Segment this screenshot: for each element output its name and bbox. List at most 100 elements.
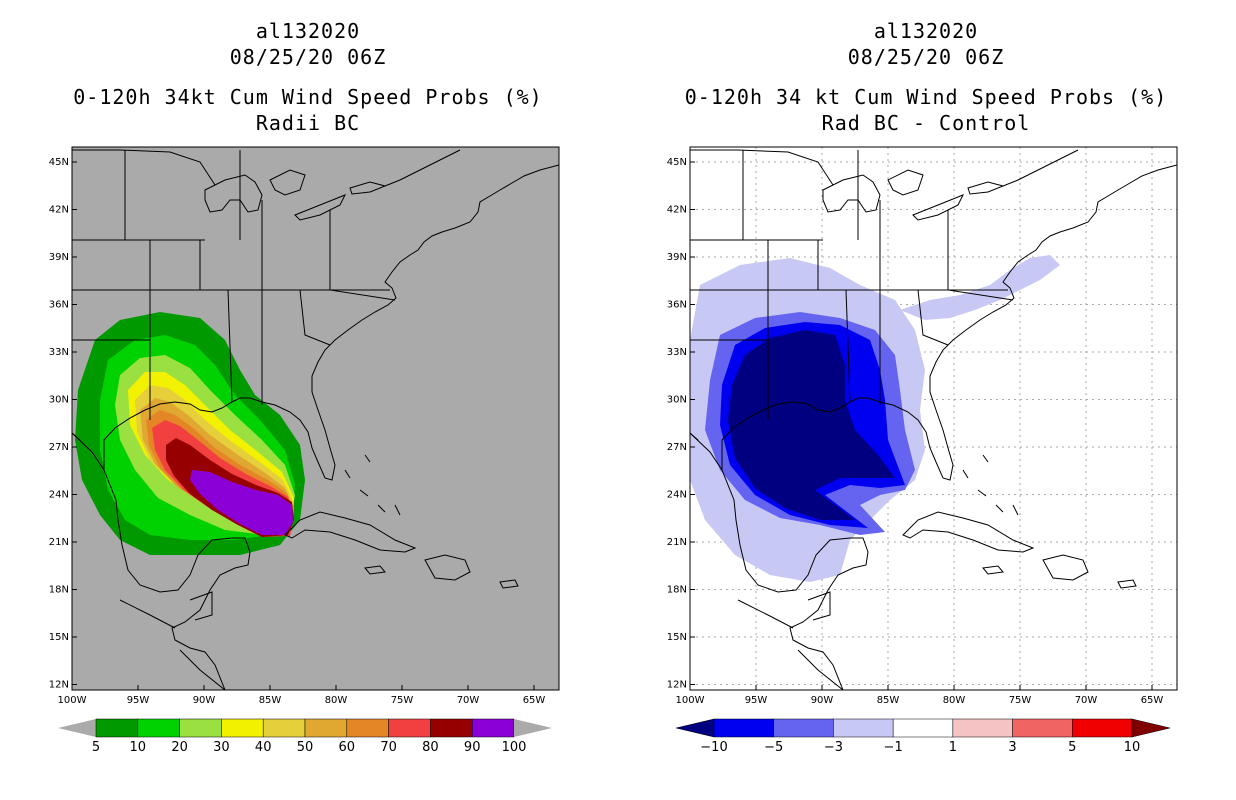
right-product-subtitle: Rad BC - Control [821,111,1031,135]
lat-label: 39N [49,252,69,263]
colorbar-arrow-low [58,719,96,737]
colorbar-arrow-high [1131,718,1171,738]
lon-label: 100W [58,695,87,706]
prob-contour-90 [190,470,293,535]
colorbar-swatch [137,718,180,738]
colorbar-label: 40 [255,740,272,755]
colorbar-swatch [430,718,473,738]
colorbar-swatch [262,718,306,738]
left-map-frame [71,146,560,691]
right-panel-title: al132020 08/25/20 06Z 0-120h 34 kt Cum W… [676,18,1176,136]
colorbar-swatch [713,718,774,738]
colorbar-label: −5 [764,740,783,755]
colorbar-swatch [179,718,222,738]
lon-label: 80W [943,695,966,706]
lon-label: 90W [193,695,216,706]
lon-label: 100W [676,695,705,706]
colorbar-label: 70 [380,740,397,755]
colorbar-swatch [1012,718,1073,738]
colorbar-swatch [773,718,834,738]
lon-label: 95W [127,695,150,706]
lat-label: 39N [667,252,687,263]
lat-label: 33N [49,347,69,358]
lat-label: 42N [667,205,687,216]
lon-label: 65W [1141,695,1164,706]
colorbar-label: 1 [949,740,957,755]
colorbar-label: 3 [1008,740,1016,755]
lon-label: 90W [811,695,834,706]
left-datetime: 08/25/20 06Z [229,45,387,69]
lat-label: 45N [667,157,687,168]
left-axes: 45N 42N 39N 36N 33N 30N 27N 24N 21N 18N 15N 12N 100W… [49,157,546,706]
colorbar-label: 90 [464,740,481,755]
lat-label: 30N [667,395,687,406]
colorbar-swatch [471,718,515,738]
colorbar-label: −3 [824,740,843,755]
colorbar-arrow-high [514,719,552,737]
colorbar-swatch [952,718,1013,738]
left-panel-title: al132020 08/25/20 06Z 0-120h 34kt Cum Wi… [58,18,558,136]
lon-label: 85W [259,695,282,706]
lon-label: 75W [391,695,414,706]
colorbar-label: 80 [422,740,439,755]
lat-label: 12N [49,680,69,691]
lat-label: 27N [667,442,687,453]
lat-label: 33N [667,347,687,358]
lat-label: 24N [49,490,69,501]
lat-label: 27N [49,442,69,453]
diff-contour-minus1-ne [900,255,1060,320]
colorbar-label: 100 [502,740,527,755]
colorbar-swatch [304,718,348,738]
lat-label: 24N [667,490,687,501]
right-product-title: 0-120h 34 kt Cum Wind Speed Probs (%) [684,85,1168,109]
colorbar-swatch [346,718,389,738]
colorbar-swatch [833,718,894,738]
lat-label: 18N [49,585,69,596]
right-axes: 45N 42N 39N 36N 33N 30N 27N 24N 21N 18N 15N 12N 100W… [667,157,1164,706]
lat-label: 21N [49,537,69,548]
colorbar-arrow-low [675,718,715,738]
lon-label: 80W [325,695,348,706]
lon-label: 85W [877,695,900,706]
left-product-title: 0-120h 34kt Cum Wind Speed Probs (%) [73,85,543,109]
colorbar-swatch [892,718,954,738]
colorbar-swatch [1072,718,1133,738]
lat-label: 18N [667,585,687,596]
lat-label: 21N [667,537,687,548]
diff-contour-minus10 [728,330,895,520]
lon-label: 75W [1009,695,1032,706]
lat-label: 15N [49,632,69,643]
colorbar-label: 5 [92,740,100,755]
colorbar-label: 10 [130,740,147,755]
lat-label: 36N [667,300,687,311]
colorbar-label: 10 [1124,740,1141,755]
lat-label: 45N [49,157,69,168]
left-storm-id: al132020 [255,19,361,43]
right-map-frame [689,146,1178,691]
lon-label: 70W [457,695,480,706]
colorbar-swatch [388,718,431,738]
colorbar-label: 5 [1068,740,1076,755]
lat-label: 15N [667,632,687,643]
left-colorbar: 5 10 20 30 40 50 60 70 80 90 100 [58,718,552,755]
left-map [72,147,559,690]
right-map [690,147,1177,690]
colorbar-swatch [221,718,264,738]
left-product-subtitle: Radii BC [255,111,361,135]
right-colorbar: −10 −5 −3 −1 1 3 5 10 [675,718,1171,755]
colorbar-label: 60 [339,740,356,755]
colorbar-label: −1 [884,740,903,755]
right-datetime: 08/25/20 06Z [847,45,1005,69]
right-storm-id: al132020 [873,19,979,43]
lat-label: 42N [49,205,69,216]
lat-label: 36N [49,300,69,311]
lon-label: 65W [523,695,546,706]
lat-label: 30N [49,395,69,406]
colorbar-label: 30 [213,740,230,755]
lon-label: 95W [745,695,768,706]
colorbar-label: 20 [171,740,188,755]
lat-label: 12N [667,680,687,691]
colorbar-label: −10 [700,740,727,755]
lon-label: 70W [1075,695,1098,706]
